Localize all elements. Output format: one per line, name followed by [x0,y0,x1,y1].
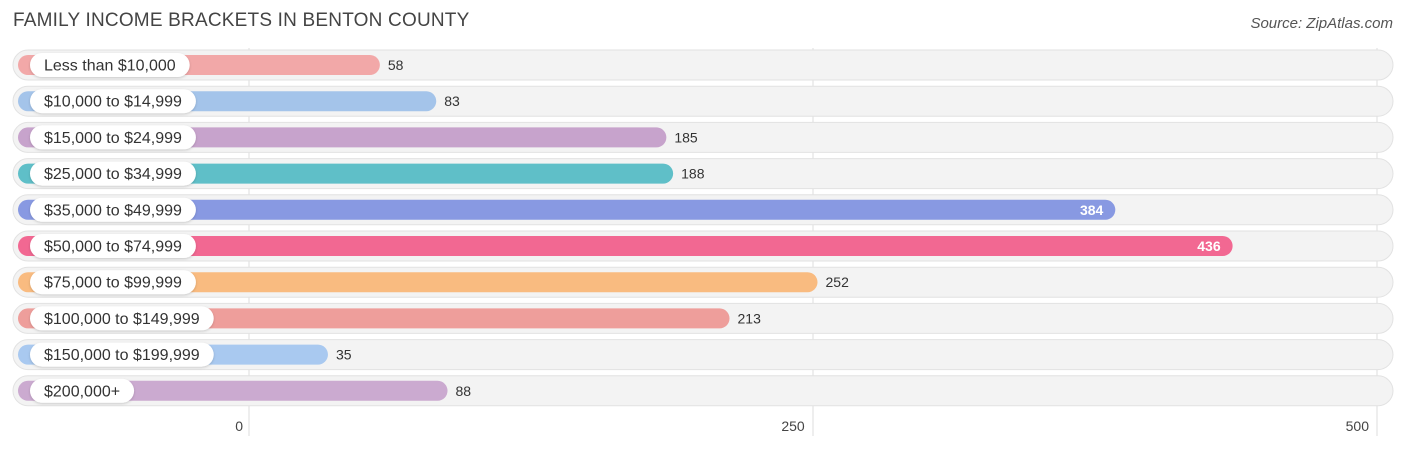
category-label-pill [30,89,196,114]
category-label: $150,000 to $199,999 [44,347,200,364]
category-label-pill [30,161,196,186]
category-label: $75,000 to $99,999 [44,275,182,292]
bar-row: $75,000 to $99,999 252 [12,266,1394,298]
bar-track [12,339,1394,371]
x-tick-label: 0 [235,418,243,434]
bar-row: $25,000 to $34,999 188 [12,158,1394,190]
bar [18,272,818,293]
bar-row: $50,000 to $74,999 436 [12,230,1394,262]
bar [18,236,1233,256]
category-label-pill [30,125,196,150]
bar-row: $100,000 to $149,999 213 [12,302,1394,334]
bar-row: Less than $10,000 58 [12,49,1394,81]
category-label-pill [30,378,135,403]
bar-row: $10,000 to $14,999 83 [12,85,1394,117]
bar-row: $35,000 to $49,999 384 [12,194,1394,226]
value-label: 213 [738,310,762,326]
category-label: $200,000+ [44,383,120,400]
x-tick-label: 500 [1346,418,1370,434]
value-label: 35 [336,347,352,363]
x-tick-label: 250 [781,418,805,434]
value-label: 88 [456,383,472,399]
bar-row: $150,000 to $199,999 35 [12,339,1394,371]
value-label: 188 [681,166,705,182]
category-label-pill [30,234,196,258]
bar-row: $15,000 to $24,999 185 [12,121,1394,153]
category-label-pill [30,270,196,295]
chart-title: FAMILY INCOME BRACKETS IN BENTON COUNTY [13,10,470,31]
category-label: $25,000 to $34,999 [44,166,182,183]
value-label: 58 [388,57,404,73]
category-label-pill [30,197,196,222]
category-label: $50,000 to $74,999 [44,239,182,256]
value-label: 384 [1080,202,1104,218]
category-label-pill [30,306,214,331]
category-label: $10,000 to $14,999 [44,94,182,111]
category-label-pill [30,342,214,367]
category-label: $15,000 to $24,999 [44,130,182,147]
category-label-pill [30,53,190,77]
value-label: 185 [674,129,698,145]
category-label: Less than $10,000 [44,58,176,75]
bar [18,199,1116,220]
bar-row: $200,000+ 88 [12,375,1394,407]
value-label: 252 [826,274,850,290]
value-label: 83 [444,93,460,109]
chart-source: Source: ZipAtlas.com [1250,15,1393,32]
category-label: $100,000 to $149,999 [44,311,200,328]
category-label: $35,000 to $49,999 [44,202,182,219]
value-label: 436 [1197,238,1221,254]
